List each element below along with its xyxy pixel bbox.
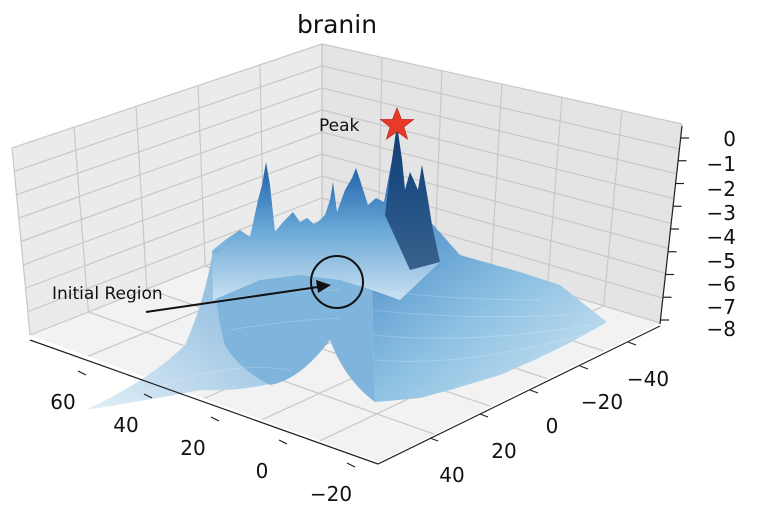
gridline [321, 175, 666, 274]
surface-spikes [212, 125, 440, 300]
surface-plot [85, 125, 607, 410]
z-tick-label: −3 [707, 201, 736, 225]
x-axis-line [29, 339, 379, 465]
gridline [11, 43, 323, 149]
gridline [321, 43, 683, 125]
gridline [23, 153, 323, 266]
surface-spike-shadow [385, 125, 440, 270]
x-tick-mark [346, 462, 356, 468]
x-tick-mark [77, 370, 87, 376]
peak-label: Peak [319, 116, 360, 136]
gridline [321, 131, 672, 225]
y-tick-label: 20 [491, 439, 516, 463]
x-tick-label: 40 [113, 413, 138, 437]
initial-region-label: Initial Region [52, 284, 163, 304]
y-tick-label: −20 [581, 390, 623, 414]
gridline [20, 131, 323, 243]
gridline [321, 109, 674, 200]
x-tick-label: 60 [50, 390, 75, 414]
y-tick-mark [579, 365, 589, 370]
y-tick-mark [529, 389, 539, 394]
gridline [14, 65, 323, 172]
back-right-pane [322, 44, 682, 323]
y-tick-mark [429, 437, 439, 442]
gridline [321, 153, 669, 249]
y-tick-label: 40 [439, 463, 464, 487]
z-tick-label: 0 [723, 127, 736, 151]
z-tick-label: −7 [707, 295, 736, 319]
x-tick-mark [143, 393, 153, 399]
gridline [16, 87, 323, 196]
y-tick-label: −40 [627, 367, 669, 391]
x-tick-mark [278, 439, 288, 445]
initial-region-arrow-line [145, 286, 319, 313]
chart-title: branin [297, 10, 377, 39]
z-tick-label: −2 [707, 177, 736, 201]
x-tick-label: −20 [310, 482, 352, 506]
z-tick-labels: 0 −1 −2 −3 −4 −5 −6 −7 −8 [707, 127, 736, 341]
z-tick-label: −1 [707, 152, 736, 176]
gridline [321, 65, 680, 150]
x-tick-mark [210, 416, 220, 422]
y-tick-mark [627, 341, 637, 346]
z-axis-line [659, 125, 683, 325]
initial-region-arrowhead [316, 280, 331, 293]
z-tick-label: −8 [707, 317, 736, 341]
y-tick-labels: 40 20 0 −20 −40 [439, 367, 669, 487]
y-axis-line [377, 325, 661, 465]
gridline [18, 109, 323, 219]
x-tick-label: 0 [256, 459, 269, 483]
gridline [25, 175, 323, 289]
y-tick-label: 0 [546, 414, 559, 438]
x-tick-label: 20 [180, 436, 205, 460]
peak-star-icon [379, 106, 415, 141]
z-tick-label: −6 [707, 272, 736, 296]
axis-tick-marks [77, 137, 689, 468]
z-tick-label: −5 [707, 249, 736, 273]
back-left-pane [12, 44, 322, 335]
gridline [321, 87, 677, 175]
initial-region-circle [310, 255, 364, 309]
x-tick-labels: 60 40 20 0 −20 [50, 390, 352, 506]
z-tick-label: −4 [707, 225, 736, 249]
y-tick-mark [479, 413, 489, 418]
